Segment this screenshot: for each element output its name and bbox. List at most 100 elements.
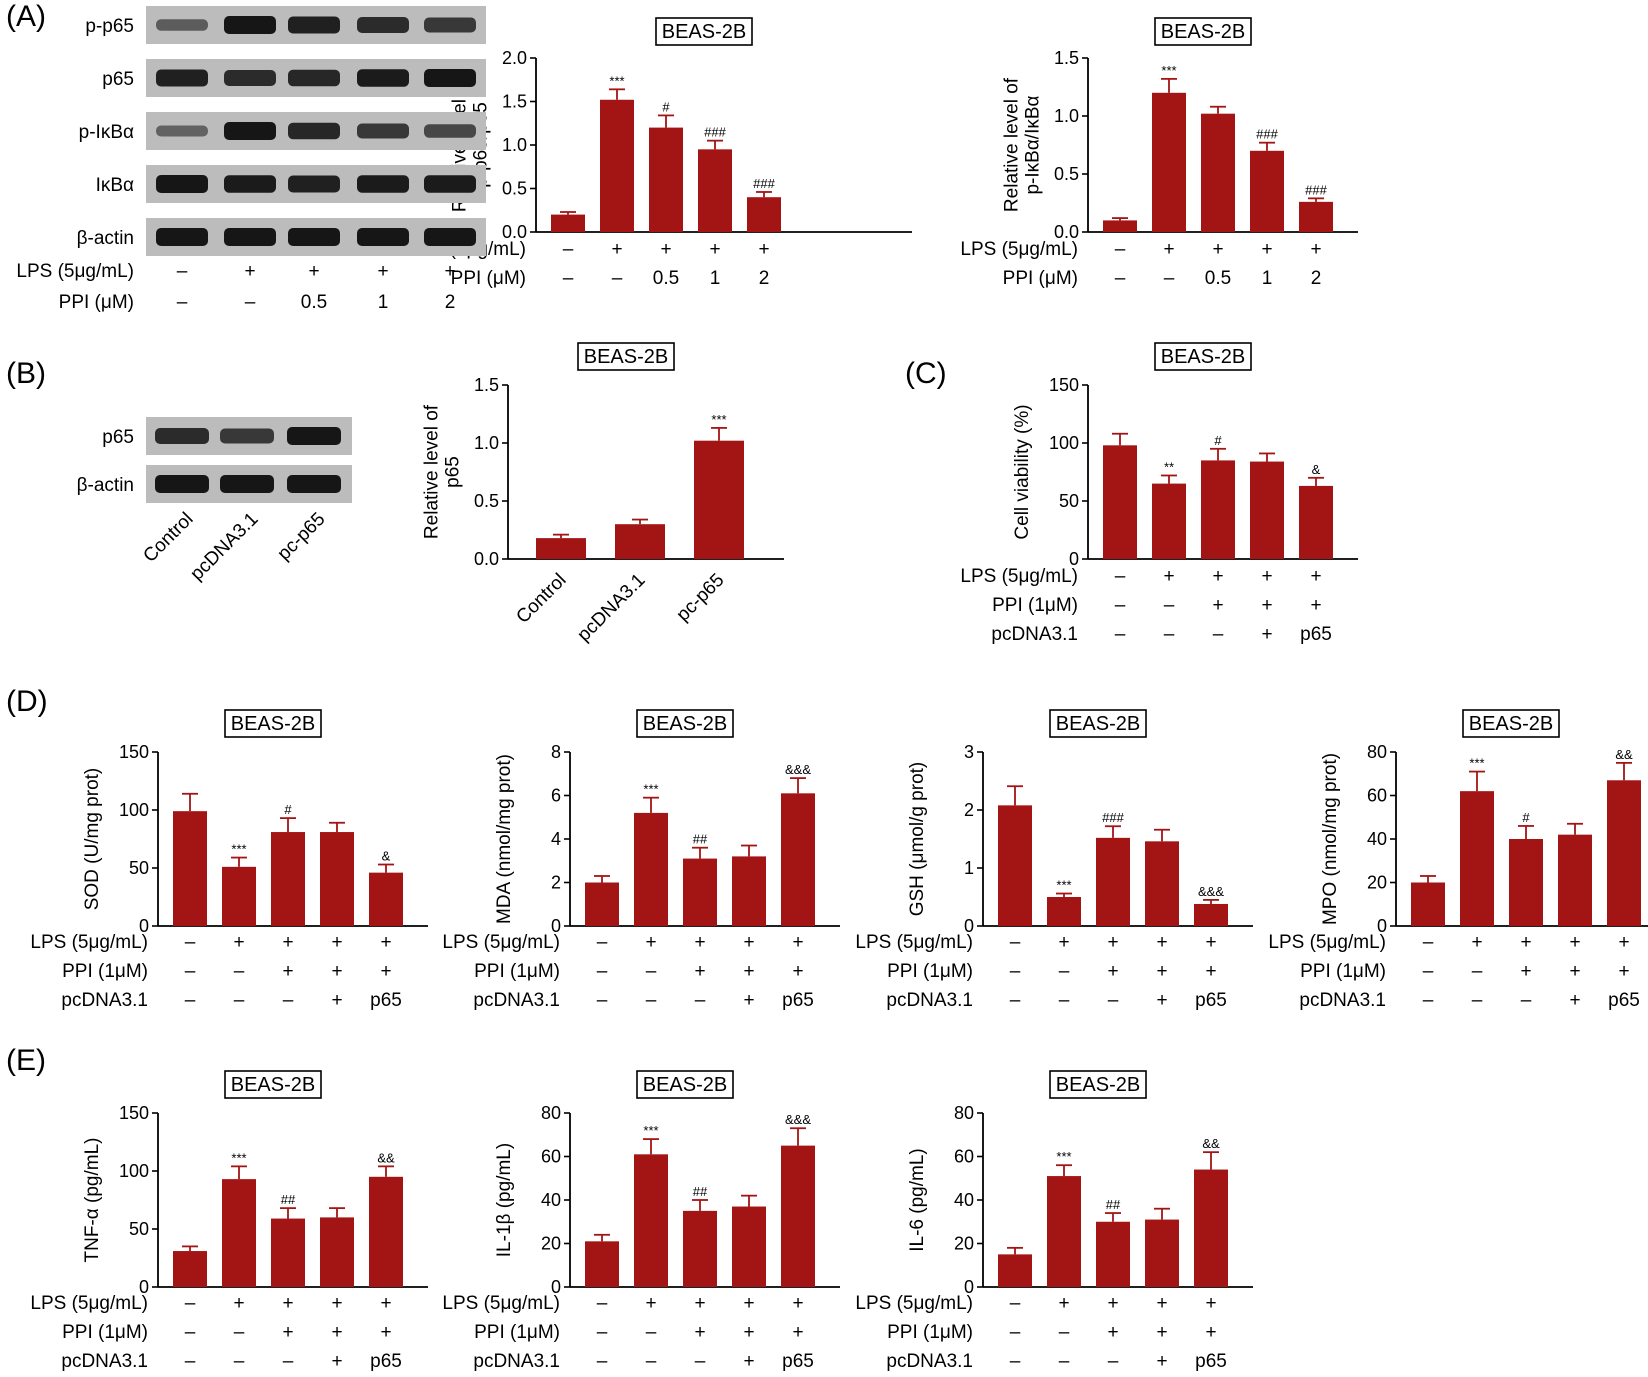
condition-row-label: LPS (5μg/mL) [30,932,148,953]
condition-value: + [282,961,293,982]
significance-label: ## [693,832,708,847]
bar [536,538,586,559]
condition-value: + [1163,566,1174,587]
chart-title-box [1049,709,1147,738]
condition-value: p65 [1195,990,1227,1011]
condition-value: – [283,1351,294,1372]
condition-row-label: pcDNA3.1 [886,990,973,1011]
condition-value: – [234,961,245,982]
bar [585,1241,619,1287]
condition-value: + [1212,566,1223,587]
condition-value: + [1156,1351,1167,1372]
y-tick-label: 1.5 [502,92,527,112]
condition-value: – [1423,990,1434,1011]
significance-label: ### [1305,182,1327,197]
bar [320,832,354,926]
significance-label: # [662,99,670,114]
bar [600,99,634,232]
condition-value: – [185,1351,196,1372]
blot-condition-value: – [245,292,256,313]
y-tick-label: 0 [139,916,149,936]
y-axis-label: MDA (nmol/mg prot) [494,754,515,924]
chart-title: BEAS-2B [1469,713,1553,735]
bar-chart-1: BEAS-2B0.00.51.01.52.0Relative level ofp… [408,17,912,289]
condition-value: 0.5 [653,268,679,289]
blot-band [156,228,208,246]
bar [1096,837,1130,926]
y-tick-label: 100 [119,800,149,820]
y-tick-label: 1.0 [474,433,499,453]
condition-value: + [1205,961,1216,982]
significance-label: ## [1106,1197,1121,1212]
condition-value: + [611,239,622,260]
condition-row-label: pcDNA3.1 [61,1351,148,1372]
blot-band [287,427,341,445]
condition-value: – [597,932,608,953]
bar-chart-2: BEAS-2B 0.0 0.5 1.0 1.5 Relative level of p-Iκ… [960,17,1358,289]
y-tick-label: 8 [551,742,561,762]
condition-value: + [1058,932,1069,953]
bar [1460,791,1494,926]
chart-title-box [636,709,734,738]
condition-value: + [743,961,754,982]
condition-row-label: PPI (μM) [451,268,526,289]
condition-value: + [233,1293,244,1314]
bar [1103,445,1137,559]
condition-row-label: PPI (1μM) [992,595,1078,616]
bar [1201,113,1235,232]
blot-condition-label: LPS (5μg/mL) [16,261,134,282]
condition-value: – [1164,268,1175,289]
blot-lane-label: pcDNA3.1 [186,509,262,585]
condition-value: p65 [370,990,402,1011]
blot-band [424,228,476,246]
condition-value: – [1164,624,1175,645]
blot-band [288,228,340,246]
y-tick-label: 100 [119,1161,149,1181]
bar [683,858,717,926]
condition-value: – [646,961,657,982]
condition-value: + [1163,239,1174,260]
condition-row-label: pcDNA3.1 [61,990,148,1011]
bar [1096,1221,1130,1287]
condition-row-label: PPI (1μM) [1300,961,1386,982]
blot-row-label: IκBα [96,175,134,196]
bar [998,1254,1032,1287]
condition-value: + [1310,566,1321,587]
y-tick-label: 1 [964,858,974,878]
condition-value: + [380,961,391,982]
y-axis-label: SOD (U/mg prot) [82,768,103,911]
condition-value: 1 [710,268,721,289]
blot-band [357,228,409,246]
condition-value: + [758,239,769,260]
chart-title: BEAS-2B [1056,713,1140,735]
y-tick-label: 0.0 [474,549,499,569]
bar-chart-9: BEAS-2B 0 50 100 150 TNF-α (pg/mL) – – – *** + – – ##… [30,1070,428,1372]
condition-value: p65 [1195,1351,1227,1372]
bar [585,882,619,926]
bar [781,1145,815,1287]
blot-band [288,16,340,34]
condition-value: – [1059,990,1070,1011]
y-tick-label: 0.5 [1054,164,1079,184]
condition-value: – [1521,990,1532,1011]
condition-value: + [331,1322,342,1343]
condition-row-label: PPI (1μM) [474,961,560,982]
bar [649,127,683,232]
condition-value: – [1010,990,1021,1011]
blot-condition-value: – [177,261,188,282]
bar [1145,1219,1179,1287]
y-tick-label: 20 [954,1234,974,1254]
chart-title-box [1154,342,1252,371]
condition-value: – [1115,566,1126,587]
condition-value: + [743,1351,754,1372]
y-tick-label: 80 [541,1103,561,1123]
blot-row-label: β-actin [77,475,134,496]
condition-value: 0.5 [1205,268,1231,289]
bar [1145,841,1179,926]
chart-title-box [224,1070,322,1099]
condition-value: – [1423,961,1434,982]
bar [1194,903,1228,926]
condition-value: p65 [1300,624,1332,645]
blot-condition-value: + [444,261,455,282]
condition-value: + [282,932,293,953]
